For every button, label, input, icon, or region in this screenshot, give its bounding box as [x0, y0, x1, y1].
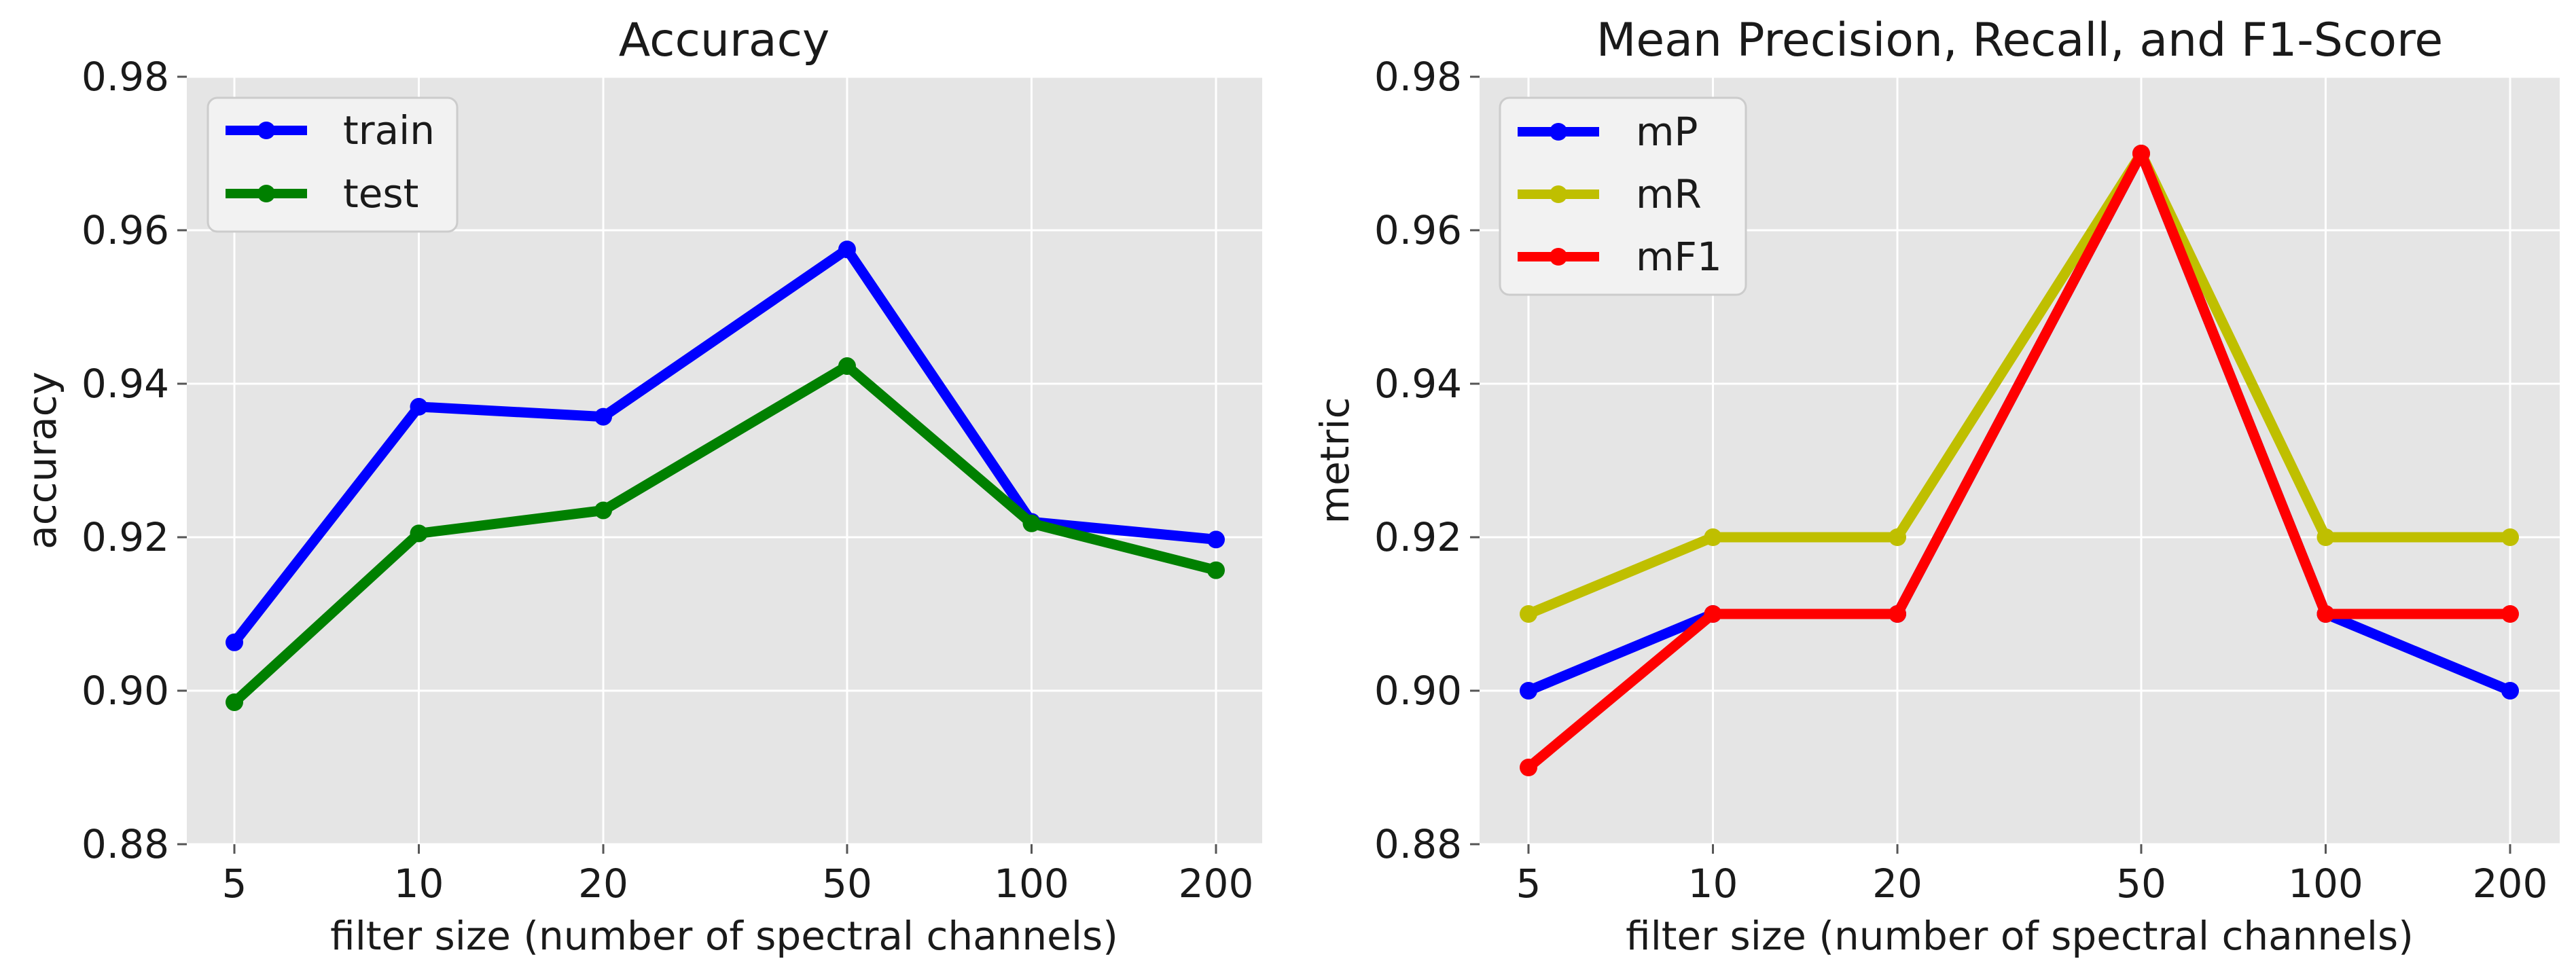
prf-series: [1520, 145, 2519, 776]
prf-x-axis-label: filter size (number of spectral channels…: [1626, 913, 2414, 959]
point-test: [1022, 514, 1041, 532]
point-test: [838, 357, 856, 376]
prf-chart-title: Mean Precision, Recall, and F1-Score: [1596, 14, 2444, 67]
x-tick-label: 50: [2116, 861, 2166, 907]
prf-y-axis-label: metric: [1312, 397, 1358, 524]
x-tick-label: 10: [394, 861, 444, 907]
legend-item-mp: mP: [1518, 109, 1698, 155]
precision-recall-f1-chart: 0.88 0.90 0.92 0.94 0.96 0.98 5 10 20 50 100 200 Me…: [1312, 14, 2560, 959]
x-tick-label: 5: [1516, 861, 1541, 907]
y-tick-label: 0.94: [1374, 361, 1462, 407]
point-test: [1207, 561, 1225, 579]
accuracy-x-axis-label: filter size (number of spectral channels…: [330, 913, 1118, 959]
accuracy-series: [226, 240, 1225, 711]
y-tick-label: 0.92: [82, 514, 169, 560]
legend-marker-mp: [1550, 123, 1567, 141]
point-train: [410, 397, 428, 416]
point-mf1: [1520, 759, 1537, 776]
legend-marker-train: [257, 122, 275, 139]
x-tick-label: 100: [994, 861, 1069, 907]
legend-label-mp: mP: [1636, 109, 1698, 155]
legend-marker-mf1: [1550, 248, 1567, 266]
accuracy-legend: train test: [207, 96, 459, 233]
point-test: [594, 501, 613, 520]
prf-legend: mP mR mF1: [1499, 96, 1747, 296]
point-mr: [2316, 528, 2335, 546]
point-mr: [1889, 528, 1907, 546]
point-mr: [2501, 528, 2519, 546]
series-line-mr: [1523, 148, 2516, 619]
x-tick-label: 5: [222, 861, 247, 907]
series-line-mf1: [1523, 148, 2516, 773]
y-tick-label: 0.92: [1374, 514, 1462, 560]
y-tick-label: 0.88: [1374, 821, 1462, 867]
point-mr: [1704, 528, 1722, 546]
legend-item-mf1: mF1: [1518, 234, 1722, 280]
x-tick-label: 100: [2288, 861, 2363, 907]
point-mf1: [2316, 605, 2335, 623]
y-tick-label: 0.96: [82, 207, 169, 253]
prf-legend-box: [1499, 96, 1747, 296]
point-test: [410, 524, 428, 543]
y-tick-label: 0.90: [1374, 668, 1462, 714]
x-tick-label: 50: [822, 861, 872, 907]
point-train: [838, 240, 856, 259]
y-tick-label: 0.94: [82, 361, 169, 407]
prf-ticks: 0.88 0.90 0.92 0.94 0.96 0.98 5 10 20 50 100 200: [1374, 54, 2548, 907]
legend-label-mf1: mF1: [1636, 234, 1722, 280]
legend-item-test: test: [226, 170, 418, 217]
y-tick-label: 0.96: [1374, 207, 1462, 253]
legend-label-train: train: [343, 107, 435, 153]
point-test: [226, 693, 243, 711]
point-mp: [1520, 682, 1537, 700]
legend-label-mr: mR: [1636, 171, 1702, 217]
point-train: [594, 408, 613, 426]
y-tick-label: 0.90: [82, 668, 169, 714]
legend-marker-mr: [1550, 185, 1567, 203]
accuracy-chart: 0.88 0.90 0.92 0.94 0.96 0.98 5 10 20 50 100 200 Ac…: [19, 14, 1262, 959]
point-train: [1207, 530, 1225, 549]
point-mr: [1520, 605, 1537, 623]
point-train: [226, 633, 243, 651]
point-mf1: [1704, 605, 1722, 623]
series-line-test: [229, 361, 1221, 708]
x-tick-label: 20: [1872, 861, 1922, 907]
y-tick-label: 0.98: [82, 54, 169, 100]
series-line-train: [229, 244, 1221, 648]
point-mf1: [1889, 605, 1907, 623]
legend-item-train: train: [226, 107, 435, 153]
y-tick-label: 0.88: [82, 821, 169, 867]
accuracy-ticks: 0.88 0.90 0.92 0.94 0.96 0.98 5 10 20 50 100 200: [82, 54, 1254, 907]
x-tick-label: 200: [1179, 861, 1254, 907]
point-mp: [2501, 682, 2519, 700]
legend-item-mr: mR: [1518, 171, 1702, 217]
accuracy-chart-title: Accuracy: [619, 14, 829, 67]
legend-marker-test: [257, 185, 275, 202]
point-mf1: [2501, 605, 2519, 623]
x-tick-label: 20: [578, 861, 628, 907]
legend-label-test: test: [343, 170, 418, 217]
point-mf1: [2132, 145, 2150, 162]
x-tick-label: 10: [1688, 861, 1738, 907]
y-tick-label: 0.98: [1374, 54, 1462, 100]
x-tick-label: 200: [2473, 861, 2548, 907]
accuracy-y-axis-label: accuracy: [19, 372, 65, 549]
